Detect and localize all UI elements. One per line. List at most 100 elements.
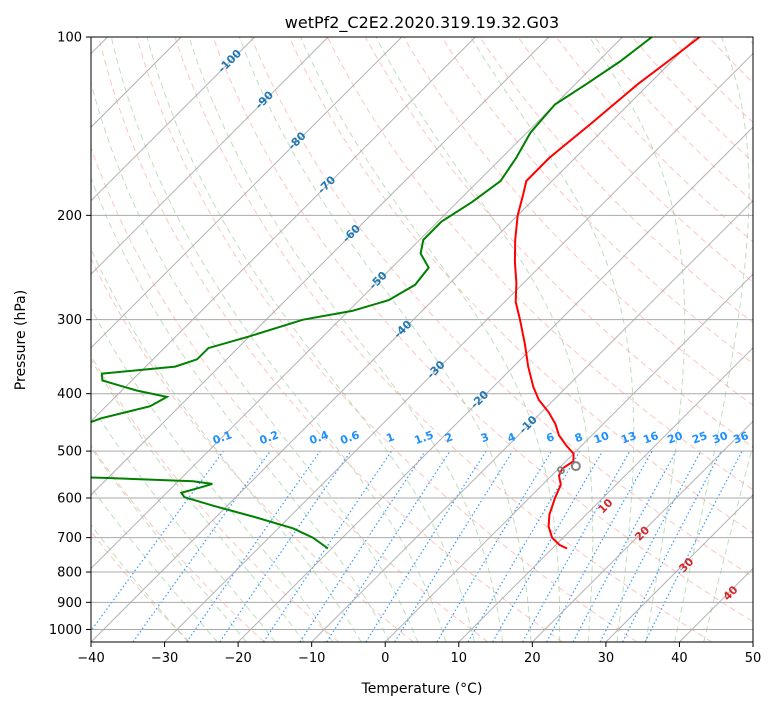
isotherm-line	[237, 126, 753, 642]
inline-labels: -100-90-80-70-60-50-40-30-20-100.1 0.2 0.4…	[211, 47, 751, 604]
mixing-ratio-label: 1.5	[413, 428, 436, 447]
x-tick-label: 0	[381, 651, 389, 666]
mixing-ratio-label: 6	[544, 430, 556, 445]
x-tick-label: −40	[77, 651, 104, 666]
profile-lines	[91, 37, 701, 550]
moist-adiabat-line	[91, 81, 419, 642]
mixing-ratio-label: 0.1	[211, 428, 234, 447]
dry-adiabat-line	[136, 37, 638, 642]
mixing-ratio-line	[186, 450, 321, 642]
dry-adiabat-line	[403, 37, 753, 406]
dry-adiabat-line	[288, 37, 753, 534]
dry-adiabat-line	[479, 37, 753, 324]
mixing-ratio-label: 30	[711, 429, 730, 447]
y-tick-label: 1000	[49, 623, 82, 638]
mixing-ratio-line	[365, 450, 487, 642]
mixing-ratio-line	[521, 450, 631, 642]
mixing-ratio-label: 0.2	[258, 428, 281, 447]
y-tick-label: 500	[57, 445, 82, 460]
mixing-ratio-label: 16	[641, 429, 660, 447]
dry-adiabat-line	[555, 37, 753, 243]
mixing-ratio-label: 0.6	[338, 428, 361, 447]
moist-adiabat-line	[110, 37, 447, 642]
y-tick-label: 300	[57, 313, 82, 328]
chart-title: wetPf2_C2E2.2020.319.19.32.G03	[285, 13, 559, 33]
isotherm-line	[91, 37, 329, 275]
dry-adiabat-line	[670, 37, 753, 124]
isotherm-line	[91, 37, 550, 496]
dry-adiabat-line	[746, 37, 753, 45]
x-tick-label: −10	[298, 651, 325, 666]
moist-adiabat-line	[146, 37, 475, 642]
background-lines	[91, 37, 753, 642]
x-tick-label: 30	[598, 651, 615, 666]
moist-adiabat-line	[470, 37, 635, 642]
lcl-marker	[570, 461, 581, 472]
dry-adiabat-line	[174, 37, 712, 642]
mixing-ratio-label: 4	[506, 430, 518, 445]
plot-frame	[90, 36, 754, 643]
x-tick-label: 20	[524, 651, 541, 666]
mixing-ratio-line	[644, 450, 743, 642]
mixing-ratio-line	[572, 450, 677, 642]
moist-adiabat-line	[91, 524, 189, 642]
mixing-ratio-label: 1	[385, 430, 397, 445]
mixing-ratio-line	[394, 450, 514, 642]
dry-adiabat-line	[91, 444, 265, 642]
y-tick-label: 200	[57, 209, 82, 224]
mixing-ratio-line	[326, 450, 451, 642]
y-tick-label: 100	[57, 31, 82, 46]
dry-adiabat-line	[91, 354, 340, 642]
mixing-ratio-label: 2	[443, 430, 455, 445]
dry-adiabat-line	[212, 37, 753, 623]
mixing-ratio-label: 0.4	[308, 428, 331, 447]
dry-adiabat-line	[632, 37, 753, 163]
moist-adiabat-line	[91, 176, 390, 642]
mixing-ratio-line	[436, 450, 553, 642]
y-axis: 100 200 300 400 500 600 700 800 900 1000	[49, 31, 91, 638]
y-axis-label: Pressure (hPa)	[13, 290, 29, 390]
dewpoint-line	[91, 37, 653, 550]
temperature-line	[513, 37, 701, 550]
isotherm-line	[531, 420, 753, 642]
mixing-ratio-label: 10	[592, 429, 611, 447]
isotherm-line	[91, 37, 403, 349]
x-tick-label: 40	[671, 651, 688, 666]
y-tick-label: 700	[57, 531, 82, 546]
x-axis-label: Temperature (°C)	[361, 681, 483, 697]
mixing-ratio-label: 20	[666, 429, 685, 447]
moist-adiabat-line	[703, 442, 753, 642]
mixing-ratio-line	[132, 450, 271, 642]
moist-adiabat-label: 40	[721, 583, 741, 603]
grid-lines	[91, 37, 753, 642]
isotherm-line	[91, 37, 697, 642]
dry-adiabat-line	[708, 37, 753, 84]
moist-adiabat-line	[91, 358, 305, 642]
isotherm-line	[458, 347, 753, 642]
x-tick-label: 10	[451, 651, 468, 666]
dry-adiabat-line	[91, 257, 414, 642]
mixing-ratio-line	[599, 450, 702, 642]
mixing-ratio-line	[492, 450, 604, 642]
moist-adiabat-line	[188, 37, 504, 642]
mixing-ratio-label: 36	[731, 429, 750, 447]
isotherm-line	[91, 37, 623, 570]
dry-adiabat-line	[91, 146, 489, 642]
dry-adiabat-line	[91, 530, 190, 642]
isotherm-line	[384, 273, 753, 642]
dry-adiabat-line	[593, 37, 753, 203]
mixing-ratio-label: 13	[619, 429, 638, 446]
moist-adiabat-line	[91, 486, 218, 642]
moist-adiabat-line	[588, 37, 686, 642]
x-tick-label: 50	[745, 651, 762, 666]
isotherm-line	[605, 494, 753, 642]
dry-adiabat-line	[98, 37, 563, 642]
x-axis: −40 −30 −20 −10 0 10 20 30 40 50	[77, 642, 761, 666]
isotherm-line	[91, 37, 476, 423]
x-tick-label: −20	[224, 651, 251, 666]
isotherm-line	[164, 52, 753, 642]
moist-adiabat-line	[91, 404, 276, 642]
mixing-ratio-label: 3	[479, 430, 491, 445]
x-tick-label: −30	[151, 651, 178, 666]
